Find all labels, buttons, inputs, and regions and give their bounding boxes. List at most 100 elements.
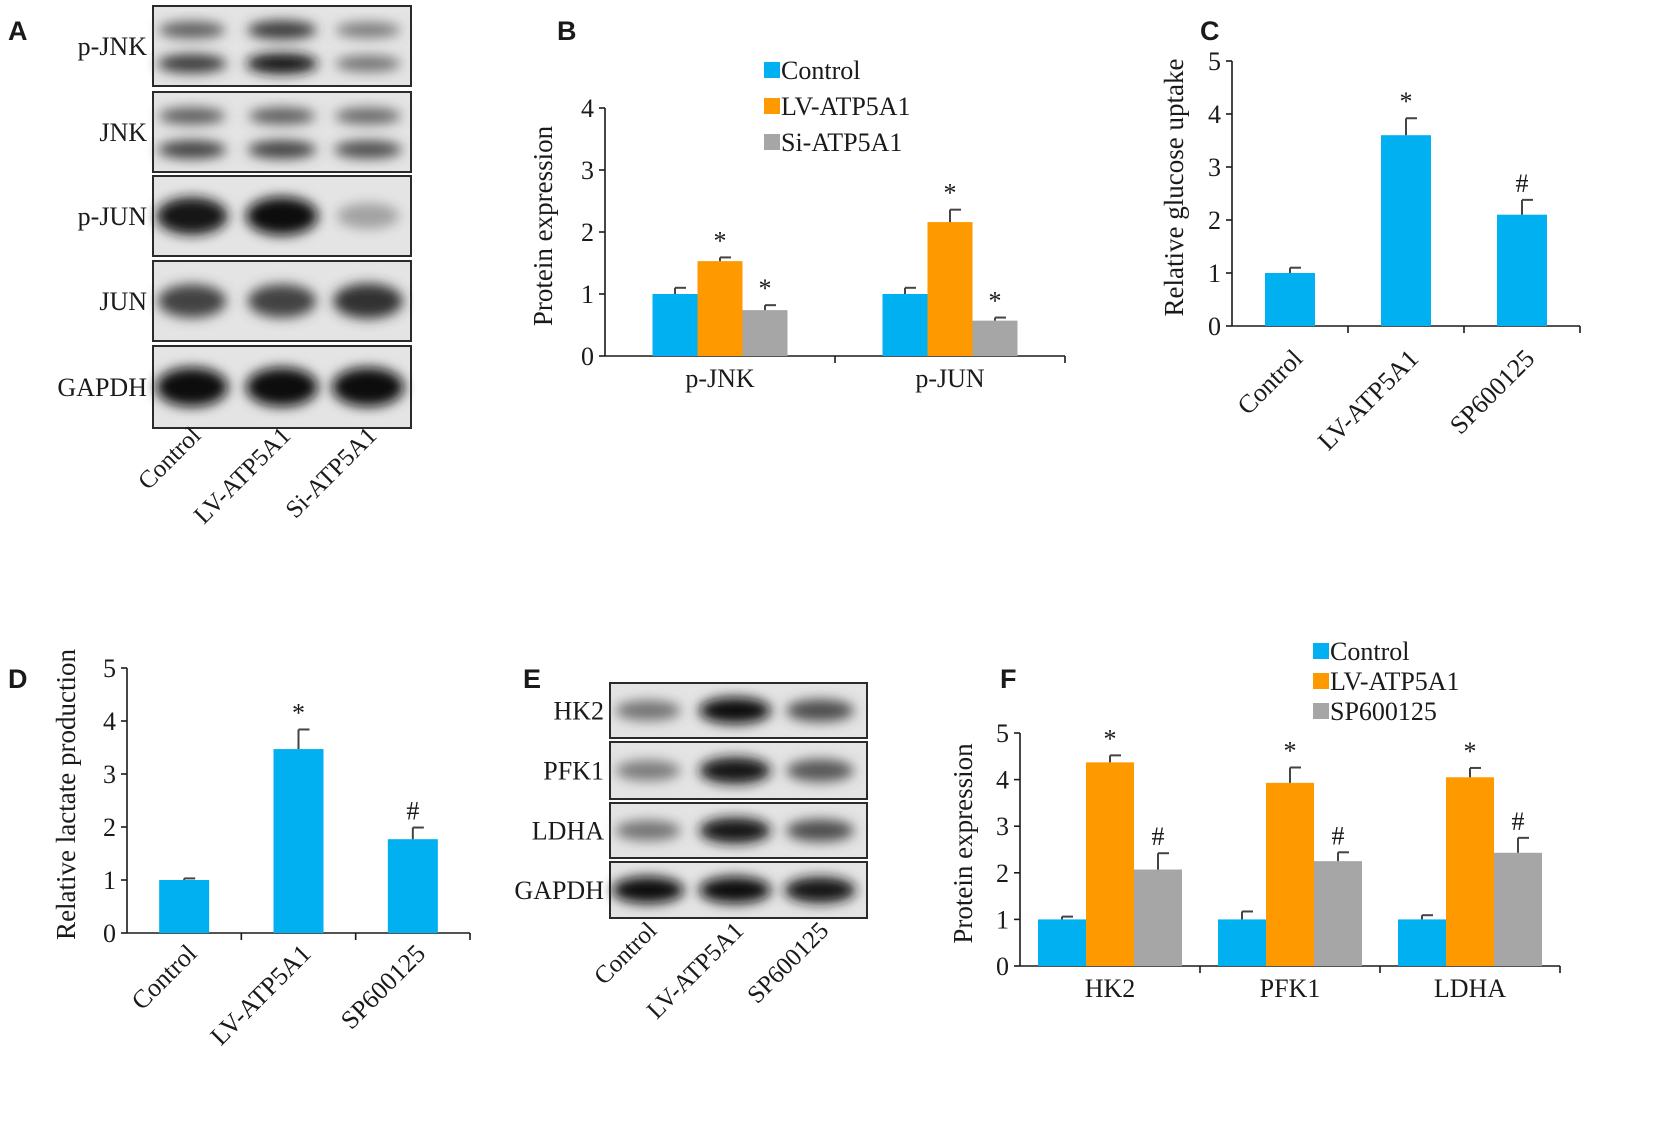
blot-row-label: p-JUN <box>78 202 148 231</box>
bar <box>927 222 973 356</box>
blot-band <box>786 699 854 722</box>
significance-mark: # <box>1512 807 1525 836</box>
blot-row: PFK1 <box>543 741 868 800</box>
significance-mark: * <box>1284 736 1297 765</box>
x-category-label: SP600125 <box>335 939 431 1035</box>
y-tick-label: 0 <box>103 919 116 948</box>
x-category-label: p-JUN <box>915 364 985 393</box>
western-blot-panel-a: p-JNK JNK p-JUN JUN GAPDH ControlLV-ATP5A1Si-… <box>57 5 412 529</box>
blot-lane-label: Control <box>589 917 662 990</box>
blot-lane-label: Control <box>133 422 206 495</box>
y-tick-label: 5 <box>1208 47 1221 76</box>
significance-mark: * <box>759 274 772 303</box>
blot-band <box>784 876 856 904</box>
y-tick-label: 5 <box>996 719 1009 748</box>
blot-row-label: PFK1 <box>543 757 604 786</box>
legend-swatch <box>764 98 780 114</box>
blot-row: GAPDH <box>57 345 412 429</box>
blot-band <box>246 53 318 74</box>
panel-label-d: D <box>8 664 28 694</box>
blot-row: HK2 <box>553 682 868 739</box>
blot-band <box>786 759 854 782</box>
legend-swatch <box>1313 703 1329 719</box>
blot-row: p-JUN <box>78 175 412 257</box>
blot-band <box>246 367 318 407</box>
y-tick-label: 1 <box>996 905 1009 934</box>
blot-band <box>699 697 771 724</box>
legend-swatch <box>764 134 780 150</box>
y-tick-label: 0 <box>1208 312 1221 341</box>
blot-band <box>336 203 400 229</box>
y-tick-label: 3 <box>103 760 116 789</box>
panel-label-b: B <box>557 16 577 46</box>
y-axis-label: Protein expression <box>948 743 978 944</box>
blot-row: GAPDH <box>514 861 868 919</box>
y-tick-label: 5 <box>103 654 116 683</box>
chart-panel-d: 0 1 2 3 4 5 Control * LV-ATP5A1 # SP600125 Relative… <box>51 649 471 1051</box>
chart-panel-b: 0 1 2 3 4 * * p-JNK * * p-JUN Protein expression Con… <box>528 56 1066 393</box>
blot-band <box>335 107 401 125</box>
x-category-label: LDHA <box>1434 974 1506 1003</box>
significance-mark: # <box>1516 169 1529 198</box>
legend-label: LV-ATP5A1 <box>781 92 911 121</box>
blot-lane-label: LV-ATP5A1 <box>189 422 296 529</box>
blot-band <box>699 817 771 844</box>
y-tick-label: 3 <box>996 812 1009 841</box>
blot-band <box>246 196 318 236</box>
significance-mark: # <box>1152 822 1165 851</box>
blot-row-label: GAPDH <box>57 373 147 402</box>
blot-row-label: JNK <box>99 118 147 147</box>
blot-band <box>334 140 402 159</box>
blot-row-label: GAPDH <box>514 876 604 905</box>
blot-band <box>335 55 401 72</box>
legend-label: Control <box>781 56 860 85</box>
bar <box>387 839 438 933</box>
bar <box>1398 919 1446 966</box>
significance-mark: * <box>292 698 305 727</box>
x-category-label: LV-ATP5A1 <box>1312 344 1424 456</box>
legend-label: Control <box>1330 637 1409 666</box>
bar <box>972 320 1018 356</box>
y-axis-label: Relative glucose uptake <box>1159 59 1189 317</box>
significance-mark: * <box>1104 724 1117 753</box>
x-category-label: HK2 <box>1085 974 1136 1003</box>
y-axis-label: Protein expression <box>528 125 558 326</box>
blot-band <box>247 20 317 40</box>
significance-mark: # <box>406 797 419 826</box>
significance-mark: * <box>944 179 957 208</box>
chart-panel-c: 0 1 2 3 4 5 Control * LV-ATP5A1 # SP600125 Relative… <box>1159 47 1581 456</box>
y-tick-label: 2 <box>996 859 1009 888</box>
x-category-label: p-JNK <box>685 364 755 393</box>
blot-lane-label: SP600125 <box>742 917 834 1009</box>
blot-row: JNK <box>99 91 412 173</box>
blot-band <box>157 140 227 159</box>
blot-band <box>247 284 317 318</box>
blot-row: LDHA <box>532 802 868 859</box>
blot-membrane <box>152 5 412 87</box>
panel-label-e: E <box>523 664 541 694</box>
x-category-label: Control <box>126 939 203 1016</box>
chart-panel-f: 0 1 2 3 4 5 * # HK2 * # PFK1 * # LDHA Protein expressio… <box>948 637 1561 1003</box>
blot-band <box>615 760 681 781</box>
blot-membrane <box>152 91 412 173</box>
bar <box>1134 869 1182 966</box>
blot-row-label: JUN <box>99 287 147 316</box>
bar <box>1265 273 1315 326</box>
significance-mark: * <box>1464 737 1477 766</box>
legend-label: LV-ATP5A1 <box>1330 667 1460 696</box>
x-category-label: LV-ATP5A1 <box>205 939 317 1051</box>
bar <box>882 294 928 356</box>
y-tick-label: 1 <box>103 866 116 895</box>
legend-swatch <box>764 62 780 78</box>
blot-band <box>156 367 228 407</box>
y-tick-label: 3 <box>1208 153 1221 182</box>
legend-label: Si-ATP5A1 <box>781 128 902 157</box>
blot-band <box>158 107 226 125</box>
panel-label-f: F <box>1000 664 1017 694</box>
legend-label: SP600125 <box>1330 697 1437 726</box>
significance-mark: * <box>1400 87 1413 116</box>
y-tick-label: 4 <box>996 766 1009 795</box>
blot-band <box>157 54 227 74</box>
blot-band <box>335 22 401 38</box>
panel-label-c: C <box>1200 16 1220 46</box>
